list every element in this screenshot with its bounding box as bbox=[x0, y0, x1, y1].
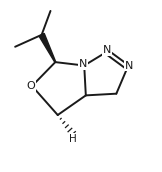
Text: N: N bbox=[78, 59, 87, 69]
Text: H: H bbox=[69, 134, 77, 144]
Polygon shape bbox=[39, 33, 56, 62]
Text: O: O bbox=[27, 81, 36, 91]
Text: N: N bbox=[103, 45, 111, 55]
Text: N: N bbox=[125, 61, 133, 71]
